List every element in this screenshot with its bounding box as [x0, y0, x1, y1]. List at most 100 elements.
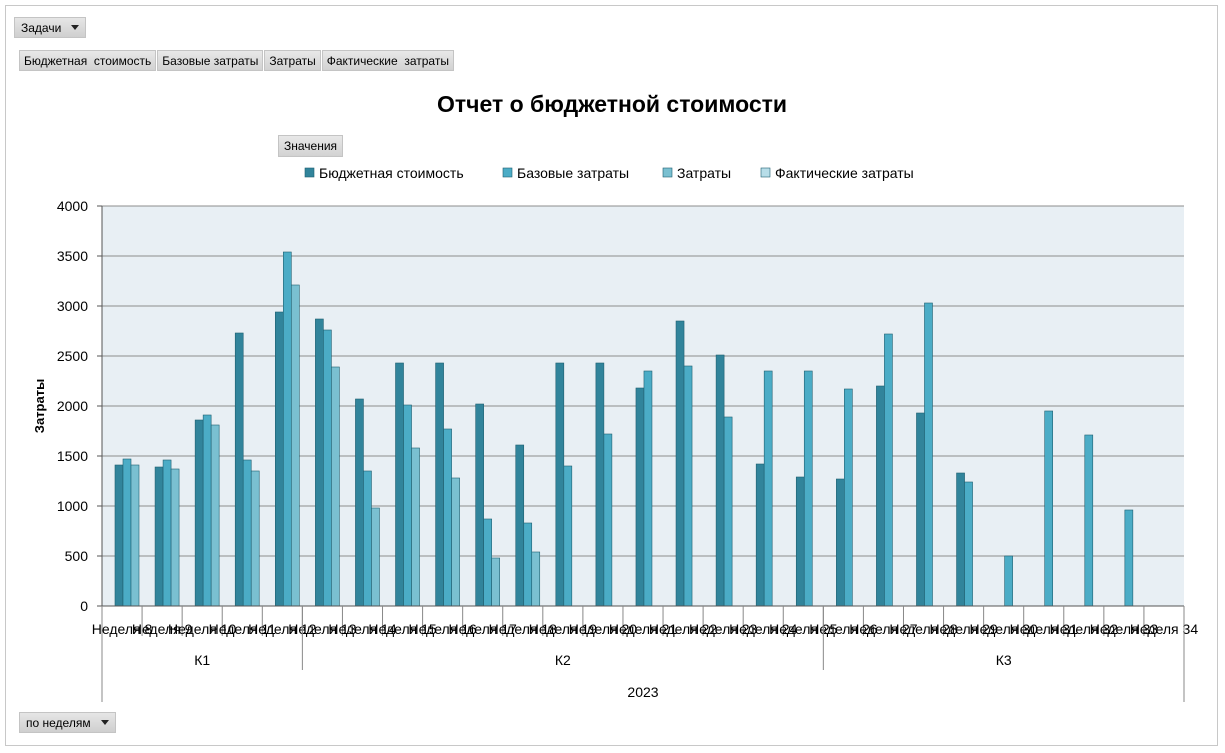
x-tick-label: Неделя 8 — [92, 621, 153, 637]
y-tick-label: 4000 — [57, 198, 88, 214]
bar — [475, 403, 484, 607]
y-tick-label: 500 — [65, 548, 89, 564]
bar — [491, 557, 500, 607]
x-tick-label: Неделя 14 — [328, 621, 397, 637]
bar — [363, 470, 372, 607]
y-tick-label: 3000 — [57, 298, 88, 314]
bar — [403, 404, 412, 607]
bar — [884, 333, 893, 607]
year-label: 2023 — [627, 684, 658, 700]
tasks-filter-label: Задачи — [21, 20, 62, 35]
bar — [234, 332, 244, 607]
x-tick-label: Неделя 22 — [649, 621, 718, 637]
bar — [515, 444, 525, 607]
legend-label: Затраты — [677, 165, 731, 181]
legend: Бюджетная стоимость Базовые затраты Затрат… — [304, 165, 914, 181]
x-tick-label: Неделя 16 — [408, 621, 477, 637]
x-tick-label: Неделя 31 — [1010, 621, 1079, 637]
legend-label: Базовые затраты — [517, 165, 629, 181]
field-button-budget[interactable]: Бюджетная стоимость — [19, 50, 157, 71]
bar — [755, 463, 765, 607]
y-tick-label: 1000 — [57, 498, 88, 514]
bar — [130, 464, 140, 607]
bar — [595, 362, 605, 607]
period-dropdown[interactable]: по неделям — [19, 712, 116, 733]
quarter-label: К3 — [996, 652, 1012, 668]
y-tick-label: 2000 — [57, 398, 88, 414]
bar — [643, 370, 653, 607]
bar — [411, 447, 420, 607]
bar — [1084, 434, 1094, 607]
x-tick-label: Неделя 29 — [929, 621, 998, 637]
bar — [242, 459, 252, 607]
bar — [323, 329, 332, 607]
x-tick-label: Неделя 25 — [769, 621, 838, 637]
bars — [114, 251, 1134, 607]
field-button-cost[interactable]: Затраты — [264, 50, 321, 71]
bar — [683, 365, 693, 607]
bar — [603, 433, 613, 607]
x-tick-label: Неделя 26 — [809, 621, 878, 637]
x-tick-label: Неделя 18 — [489, 621, 558, 637]
x-tick-label: Неделя 21 — [609, 621, 678, 637]
bar — [956, 472, 965, 607]
bar — [523, 522, 533, 607]
bar — [194, 419, 204, 607]
bar — [451, 477, 460, 607]
bar — [122, 458, 132, 607]
chart-title: Отчет о бюджетной стоимости — [437, 91, 787, 117]
bar — [675, 320, 685, 607]
x-tick-label: Неделя 17 — [449, 621, 518, 637]
bar — [1044, 410, 1054, 607]
bar — [331, 366, 340, 607]
x-tick-label: Неделя 11 — [209, 621, 276, 637]
bar — [723, 416, 733, 607]
bar — [114, 464, 124, 607]
bar — [210, 424, 220, 607]
bar — [836, 478, 845, 607]
bar — [844, 388, 853, 607]
bar — [964, 481, 973, 607]
field-button-baseline[interactable]: Базовые затраты — [157, 50, 264, 71]
bar — [795, 476, 805, 607]
y-axis-label: Затраты — [32, 379, 47, 433]
tasks-filter-dropdown[interactable]: Задачи — [14, 17, 87, 38]
bar — [555, 362, 565, 607]
x-tick-label: Неделя 23 — [689, 621, 758, 637]
period-dropdown-label: по неделям — [26, 715, 91, 730]
bar — [924, 302, 933, 607]
legend-swatch — [760, 167, 771, 178]
field-buttons-row: Бюджетная стоимость Базовые затраты Затр… — [19, 50, 454, 71]
x-tick-label: Неделя 10 — [168, 621, 237, 637]
x-tick-label: Неделя 27 — [849, 621, 918, 637]
y-tick-label: 2500 — [57, 348, 88, 364]
bar — [371, 507, 380, 607]
bar — [483, 518, 492, 607]
bar — [282, 251, 292, 607]
x-tick-label: Неделя 33 — [1090, 621, 1159, 637]
bar — [763, 370, 773, 607]
values-field-button[interactable]: Значения — [278, 135, 344, 157]
bar — [635, 387, 645, 607]
bar — [1004, 555, 1013, 607]
chevron-down-icon — [100, 720, 109, 725]
bar — [154, 466, 164, 607]
bar — [202, 414, 212, 607]
bar — [715, 354, 725, 607]
field-button-actual[interactable]: Фактические затраты — [321, 50, 454, 71]
bar — [876, 385, 885, 607]
bar — [443, 428, 452, 607]
chevron-down-icon — [71, 25, 80, 30]
x-tick-label: Неделя 32 — [1050, 621, 1119, 637]
x-tick-label: Неделя 9 — [132, 621, 193, 637]
legend-swatch — [662, 167, 673, 178]
x-tick-label: Неделя 15 — [368, 621, 437, 637]
quarter-label: К2 — [555, 652, 571, 668]
bar — [563, 465, 573, 607]
legend-swatch — [304, 167, 315, 178]
y-tick-label: 0 — [80, 598, 88, 614]
quarter-label: К1 — [194, 652, 210, 668]
bar — [1124, 509, 1134, 607]
